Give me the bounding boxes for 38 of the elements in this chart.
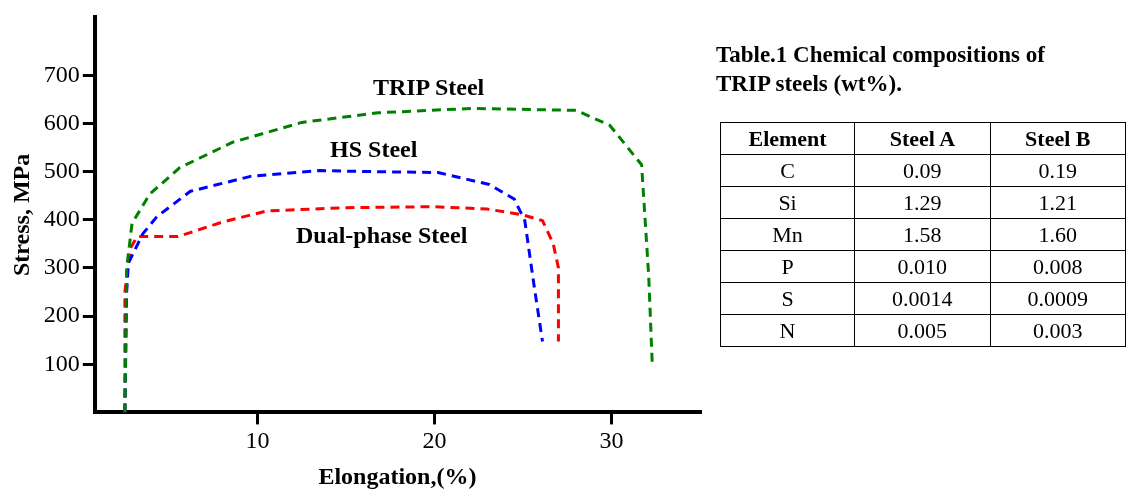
category-label: Si [778,189,797,215]
series-label: HS Steel [330,135,418,162]
category-label: Steel B [990,122,1126,155]
series-label: TRIP Steel [372,73,485,100]
x-tick-label: 20 [422,427,447,454]
y-tick-label: 200 [43,301,80,328]
category-label: Steel A [854,122,991,155]
x-tick-label: 10 [245,427,270,454]
category-label: Mn [772,221,803,247]
text: 1.29 [903,189,942,215]
y-tick-label: 500 [43,156,80,183]
y-tick-label: 400 [43,205,80,232]
text: 1.60 [1038,221,1078,247]
text: 0.0014 [892,285,953,311]
x-axis-title: Elongation,(%) [318,462,477,489]
text: 1.21 [1038,189,1078,215]
y-tick-label: 300 [43,253,80,280]
text: 0.19 [1038,157,1078,183]
category-label: C [780,157,795,183]
series-label: Dual-phase Steel [295,221,468,248]
text: Table.1 Chemical compositions of TRIP steels (wt%). [716,41,1046,98]
text: 0.005 [897,317,948,343]
line-series [123,106,654,413]
y-tick-label: 700 [43,60,80,87]
y-axis-title: Stress, MPa [7,153,34,276]
x-tick-label: 30 [599,427,624,454]
text: 0.010 [897,253,948,279]
category-label: N [779,317,796,343]
category-label: S [781,285,794,311]
text: 0.0009 [1027,285,1089,311]
category-label: P [781,253,794,279]
text: 0.09 [903,157,942,183]
text: 1.58 [903,221,942,247]
category-label: Element [720,122,855,155]
text: 0.008 [1033,253,1083,279]
y-tick-label: 600 [43,108,80,135]
y-tick-label: 100 [43,349,80,376]
text: 0.003 [1033,317,1083,343]
